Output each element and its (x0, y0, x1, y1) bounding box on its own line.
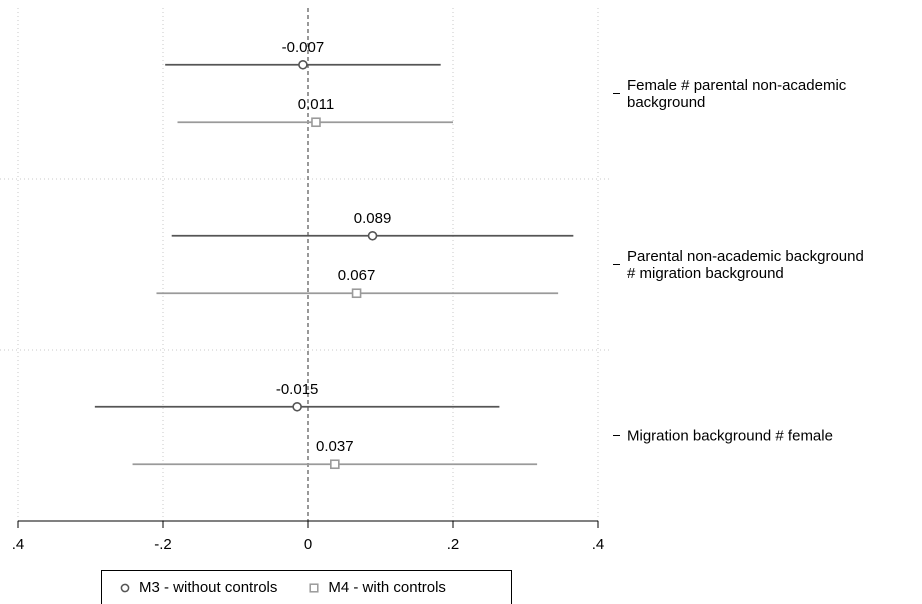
estimate-label: 0.089 (354, 210, 392, 227)
estimate-label: 0.011 (298, 96, 334, 113)
group-label: Female # parental non-academic (627, 77, 847, 94)
legend: M3 - without controls M4 - with controls (101, 570, 512, 604)
estimate-marker (367, 230, 378, 241)
estimate-label: -0.015 (276, 381, 319, 398)
x-tick-label: 0 (304, 536, 312, 553)
group-label: background (627, 94, 705, 111)
estimate-marker (311, 117, 321, 128)
square-marker-icon (309, 582, 319, 593)
circle-marker-icon (120, 583, 130, 592)
group-label: Migration background # female (627, 428, 833, 445)
estimate-label: -0.007 (282, 39, 325, 56)
legend-label-m3: M3 - without controls (139, 579, 278, 596)
x-tick-label: .4 (592, 536, 605, 553)
x-tick-label: .2 (447, 536, 460, 553)
x-tick-label: .4 (12, 536, 25, 553)
estimate-marker (351, 288, 362, 299)
estimate-marker (292, 401, 302, 412)
estimate-marker (330, 459, 340, 470)
estimate-marker (298, 59, 308, 70)
x-tick-label: -.2 (154, 536, 172, 553)
estimate-label: 0.037 (316, 438, 354, 455)
legend-item-m3: M3 - without controls (120, 579, 277, 596)
group-label: Parental non-academic background (627, 248, 864, 265)
estimate-label: 0.067 (338, 267, 376, 284)
legend-label-m4: M4 - with controls (328, 579, 446, 596)
group-label: # migration background (627, 265, 784, 282)
legend-item-m4: M4 - with controls (309, 579, 446, 596)
